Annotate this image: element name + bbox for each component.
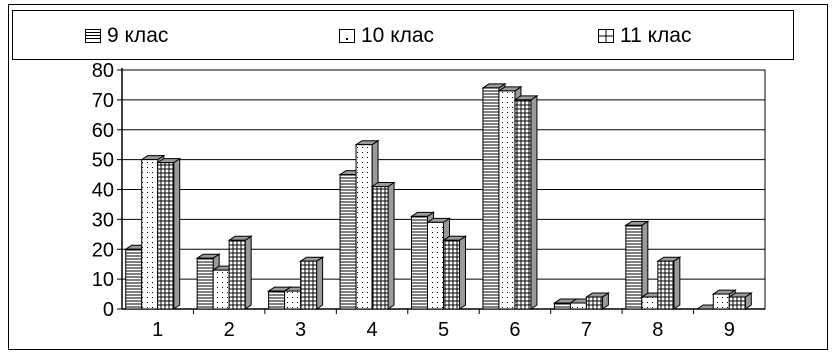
dots-pattern-icon — [339, 29, 355, 43]
x-tick-label: 2 — [224, 319, 235, 341]
x-tick-label: 3 — [295, 319, 306, 341]
bar-front — [125, 248, 143, 310]
bar — [227, 235, 253, 310]
bar-front — [443, 239, 460, 310]
bar-front — [625, 224, 643, 310]
bars — [124, 82, 753, 310]
bar-side — [173, 157, 181, 310]
bar-front — [268, 290, 286, 310]
legend-item-11-klas: 11 клас — [598, 23, 692, 49]
bar-front — [728, 296, 746, 310]
bar-front — [553, 302, 571, 310]
legend-item-9-klas: 9 клас — [85, 23, 168, 49]
x-tick-label: 8 — [652, 319, 663, 341]
bar-front — [141, 159, 159, 310]
bar-front — [228, 239, 246, 310]
bar-front — [355, 144, 373, 310]
bar-side — [673, 256, 681, 310]
bar-front — [569, 302, 587, 310]
bar-front — [514, 99, 532, 310]
grid-pattern-icon — [598, 29, 614, 43]
bar-front — [657, 260, 675, 310]
y-tick-label: 20 — [92, 239, 114, 261]
y-tick-label: 40 — [92, 180, 114, 202]
legend-label: 10 клас — [361, 24, 435, 47]
legend-item-10-klas: 10 клас — [339, 23, 434, 49]
bar-front — [712, 293, 730, 310]
y-tick-label: 50 — [92, 150, 114, 172]
bar-front — [427, 221, 444, 310]
bar — [441, 235, 468, 310]
bar-front — [482, 87, 500, 310]
bar-front — [157, 162, 175, 310]
bar-side — [459, 235, 466, 310]
bar-side — [387, 181, 395, 310]
x-tick-label: 6 — [509, 319, 520, 341]
bar-front — [411, 215, 428, 310]
y-tick-label: 80 — [92, 60, 114, 82]
bar-front — [585, 296, 603, 310]
y-tick-label: 10 — [92, 269, 114, 291]
bar — [656, 256, 682, 310]
bar-front — [212, 269, 230, 310]
legend-label: 9 клас — [107, 24, 169, 47]
bar — [513, 94, 539, 310]
bar-front — [196, 257, 214, 310]
bar-front — [339, 174, 357, 310]
hlines-pattern-icon — [85, 29, 101, 43]
legend-label: 11 клас — [620, 24, 692, 47]
bar-front — [641, 296, 659, 310]
y-tick-label: 0 — [103, 299, 114, 321]
y-tick-label: 70 — [92, 90, 114, 112]
x-tick-label: 9 — [724, 319, 735, 341]
bar-front — [371, 186, 389, 310]
x-tick-label: 7 — [581, 319, 592, 341]
tick-labels: 0 10 20 30 40 50 60 70 80 1 2 3 4 5 6 7 8 9 — [92, 60, 735, 341]
x-tick-label: 4 — [366, 319, 377, 341]
x-tick-label: 1 — [152, 319, 163, 341]
bar-front — [300, 260, 318, 310]
bar — [156, 157, 182, 310]
y-tick-label: 30 — [92, 209, 114, 231]
bar — [584, 292, 611, 310]
bar — [298, 256, 325, 310]
bar-side — [244, 235, 252, 310]
legend: 9 клас 10 клас 11 клас — [12, 10, 794, 60]
bar — [370, 181, 396, 310]
bar-side — [530, 94, 538, 310]
bar-front — [284, 290, 302, 310]
bar — [727, 292, 753, 310]
bar-side — [316, 256, 324, 310]
chart-frame — [8, 4, 828, 350]
bar-front — [498, 90, 516, 310]
x-tick-label: 5 — [438, 319, 449, 341]
y-tick-label: 60 — [92, 120, 114, 142]
